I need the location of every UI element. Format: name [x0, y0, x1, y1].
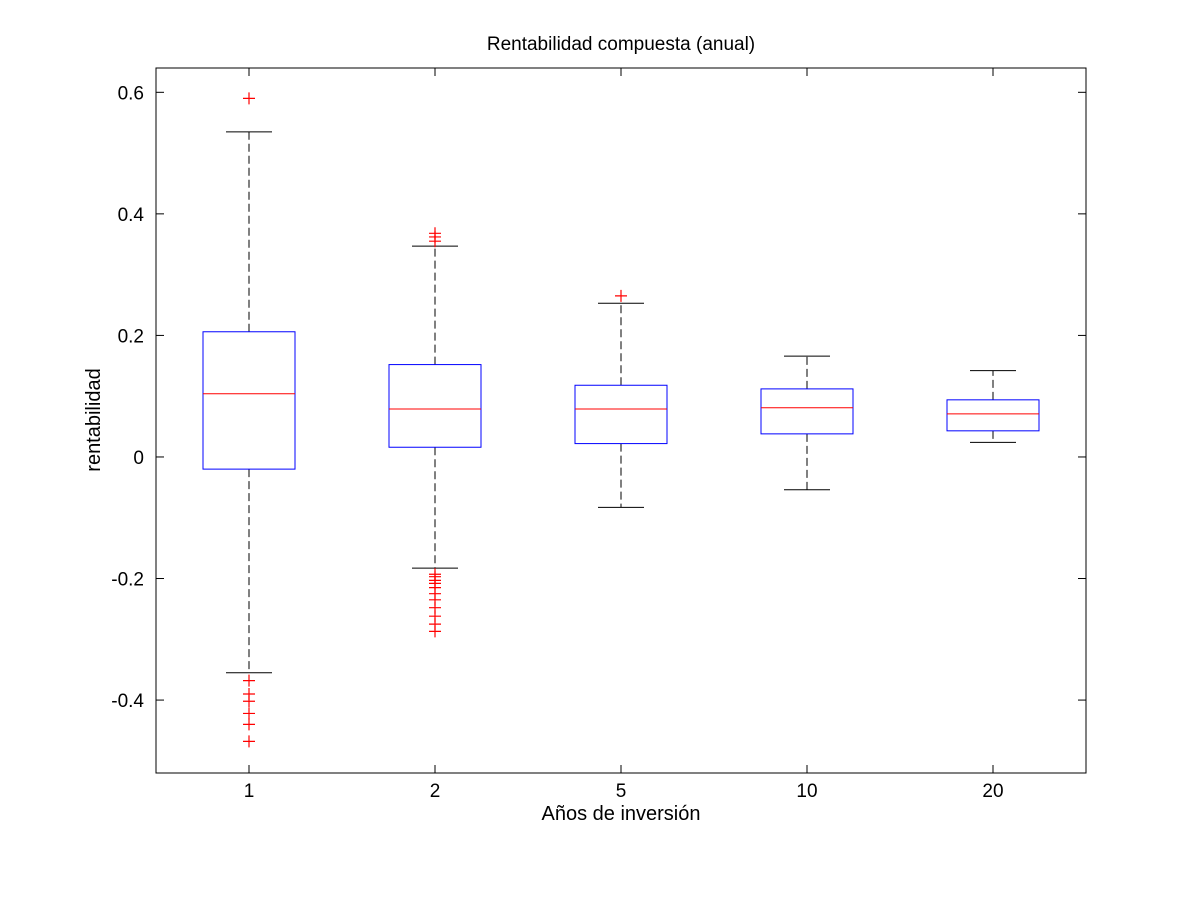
- box-iqr: [574, 384, 668, 445]
- outlier-marker: [615, 289, 627, 302]
- outlier-marker: [243, 735, 255, 748]
- boxes-layer: [202, 92, 1040, 748]
- outlier-marker: [243, 718, 255, 731]
- box-iqr: [388, 364, 482, 448]
- y-tick-label: 0.6: [118, 83, 144, 104]
- y-tick-label: -0.2: [111, 570, 144, 591]
- box-group-10: [760, 355, 854, 491]
- box-group-20: [946, 370, 1040, 443]
- x-tick-label: 2: [430, 781, 441, 802]
- outlier-marker: [243, 674, 255, 687]
- box-iqr: [760, 388, 854, 435]
- outlier-marker: [429, 227, 441, 240]
- box-group-2: [388, 227, 482, 638]
- y-tick-label: 0: [133, 448, 144, 469]
- box-iqr: [202, 331, 296, 470]
- outlier-marker: [243, 707, 255, 720]
- y-tick-label: -0.4: [111, 691, 144, 712]
- outlier-marker: [243, 695, 255, 708]
- y-tick-label: 0.2: [118, 326, 144, 347]
- y-tick-label: 0.4: [118, 205, 145, 226]
- x-axis-label: Años de inversión: [542, 803, 701, 825]
- y-axis-label: rentabilidad: [83, 368, 105, 471]
- x-tick-label: 1: [244, 781, 255, 802]
- x-tick-label: 10: [796, 781, 817, 802]
- outlier-marker: [243, 92, 255, 105]
- box-group-1: [202, 92, 296, 748]
- box-iqr: [946, 399, 1040, 432]
- ticks-layer: -0.4 -0.2 0 0.2 0.4 0.6 1 2 5 10 20: [111, 68, 1086, 802]
- axes-frame: [155, 67, 1087, 774]
- plot-area: [156, 68, 1086, 773]
- box-group-5: [574, 289, 668, 508]
- chart-title: Rentabilidad compuesta (anual): [487, 34, 755, 55]
- x-tick-label: 5: [616, 781, 627, 802]
- x-tick-label: 20: [982, 781, 1003, 802]
- outlier-marker: [429, 625, 441, 638]
